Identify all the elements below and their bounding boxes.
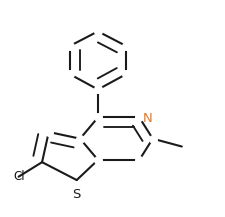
Text: S: S xyxy=(72,188,81,201)
Text: Cl: Cl xyxy=(13,170,25,183)
Text: N: N xyxy=(143,112,153,125)
